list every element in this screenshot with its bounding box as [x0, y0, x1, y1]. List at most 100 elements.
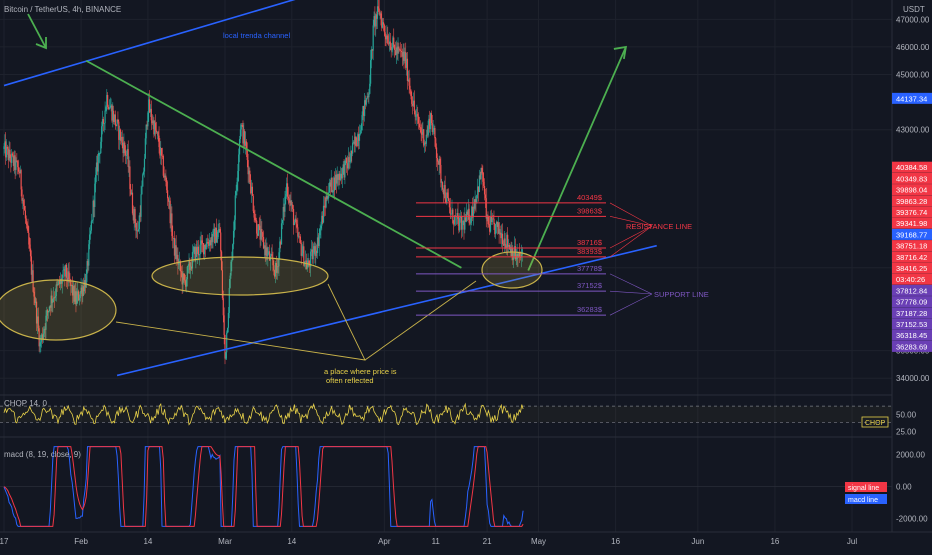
chart-title: Bitcoin / TetherUS, 4h, BINANCE [4, 5, 121, 14]
candle-body [184, 280, 187, 287]
time-tick-label[interactable]: 14 [287, 537, 296, 546]
time-tick-label[interactable]: 11 [432, 537, 441, 546]
level-connector-line [609, 293, 653, 316]
chop-badge: CHOP [865, 420, 886, 427]
candle-body [356, 145, 358, 147]
candle-body [464, 217, 466, 230]
level-connector-line [609, 202, 653, 227]
candle-body [214, 227, 217, 244]
candle-body [45, 315, 47, 330]
place-pointer-line-right[interactable] [364, 280, 477, 361]
chop-indicator-label[interactable]: CHOP 14, 0 [4, 399, 48, 408]
macd-pane[interactable]: 2000.00 0.00 -2000.00 [0, 446, 928, 527]
price-tick-label[interactable]: 43000.00 [896, 126, 930, 135]
candle-body [447, 197, 450, 202]
top-left-arrow-shaft[interactable] [27, 13, 47, 49]
macd-indicator-label[interactable]: macd (8, 19, close, 9) [4, 450, 81, 459]
candle-body [266, 247, 268, 257]
candle-body [282, 206, 284, 220]
candle-body [358, 133, 361, 141]
projection-arrow-shaft[interactable] [527, 46, 627, 271]
candle-body [8, 149, 10, 160]
candle-body [274, 270, 276, 277]
candle-body [27, 225, 29, 233]
candle-body [381, 18, 383, 28]
time-tick-label[interactable]: Jun [691, 537, 704, 546]
reflection-zone-ellipse[interactable] [481, 251, 543, 289]
reflection-zone-ellipse[interactable] [151, 256, 329, 296]
candle-body [486, 215, 488, 219]
price-label-text: 38716.42 [896, 253, 927, 262]
time-tick-label[interactable]: Jul [847, 537, 857, 546]
time-tick-label[interactable]: 16 [770, 537, 779, 546]
time-tick-label[interactable]: May [531, 537, 546, 546]
descending-trendline[interactable] [85, 59, 462, 269]
price-label-text: 03:40:26 [896, 275, 925, 284]
candle-body [18, 171, 21, 174]
projection-arrow-head[interactable] [613, 45, 627, 60]
time-tick-label[interactable]: Feb [74, 537, 88, 546]
candle-body [65, 264, 67, 277]
candle-body [167, 190, 169, 199]
time-tick-label[interactable]: 16 [611, 537, 620, 546]
candle-body [501, 233, 504, 245]
chop-tick-label[interactable]: 50.00 [896, 410, 917, 419]
candle-body [500, 232, 502, 239]
candle-body [227, 312, 230, 328]
candle-body [360, 130, 362, 134]
candle-body [468, 208, 470, 223]
candle-body [74, 291, 76, 302]
candle-body [80, 287, 82, 292]
macd-tick-label[interactable]: -2000.00 [896, 514, 928, 523]
candle-body [420, 127, 422, 133]
candle-body [186, 266, 188, 280]
time-tick-label[interactable]: 21 [483, 537, 492, 546]
candle-body [105, 107, 107, 111]
candle-body [107, 94, 109, 107]
candle-body [19, 170, 21, 174]
price-tick-label[interactable]: 34000.00 [896, 374, 930, 383]
candle-body [223, 315, 225, 335]
candle-body [160, 148, 162, 156]
time-tick-label[interactable]: Apr [378, 537, 391, 546]
candle-body [85, 273, 87, 288]
trend-channel-upper-line[interactable] [3, 0, 302, 87]
level-price-label: 40349$ [577, 193, 603, 202]
candle-body [147, 112, 149, 127]
time-tick-label[interactable]: 14 [143, 537, 152, 546]
trend-channel-lower-line[interactable] [116, 244, 657, 377]
top-left-arrow-head[interactable] [35, 37, 47, 50]
candle-body [398, 46, 400, 49]
time-tick-label[interactable]: 17 [0, 537, 9, 546]
candle-body [113, 110, 115, 122]
candle-body [513, 256, 515, 260]
candle-body [30, 256, 33, 275]
time-tick-label[interactable]: Mar [218, 537, 232, 546]
chart-drawings[interactable]: 40349$ 39863$ 38716$38393$ 37778$ 37152$ 3628… [0, 0, 657, 377]
candle-body [165, 175, 167, 182]
candle-body [331, 177, 333, 193]
candle-body [388, 41, 391, 44]
candle-body [93, 200, 95, 207]
time-axis[interactable]: 17 Feb 14 Mar 14 Apr 11 21 May 16 Jun 16 Jul [0, 537, 857, 546]
price-tick-label[interactable]: 45000.00 [896, 71, 930, 80]
candle-body [25, 218, 27, 224]
candle-body [294, 218, 296, 223]
price-tick-label[interactable]: 47000.00 [896, 15, 930, 24]
chop-pane[interactable]: 50.00 25.00 [0, 402, 917, 437]
price-tick-label[interactable]: 46000.00 [896, 43, 930, 52]
price-label-tag [892, 329, 932, 341]
reflection-zone-ellipse[interactable] [0, 279, 117, 341]
price-pane[interactable] [3, 0, 523, 365]
candle-body [499, 232, 501, 234]
candle-body [440, 164, 442, 183]
candle-body [121, 136, 123, 143]
chop-tick-label[interactable]: 25.00 [896, 428, 917, 437]
candle-body [412, 100, 415, 106]
macd-tick-label[interactable]: 2000.00 [896, 451, 925, 460]
macd-tick-label[interactable]: 0.00 [896, 483, 912, 492]
candle-body [463, 221, 465, 230]
candle-body [448, 201, 451, 208]
